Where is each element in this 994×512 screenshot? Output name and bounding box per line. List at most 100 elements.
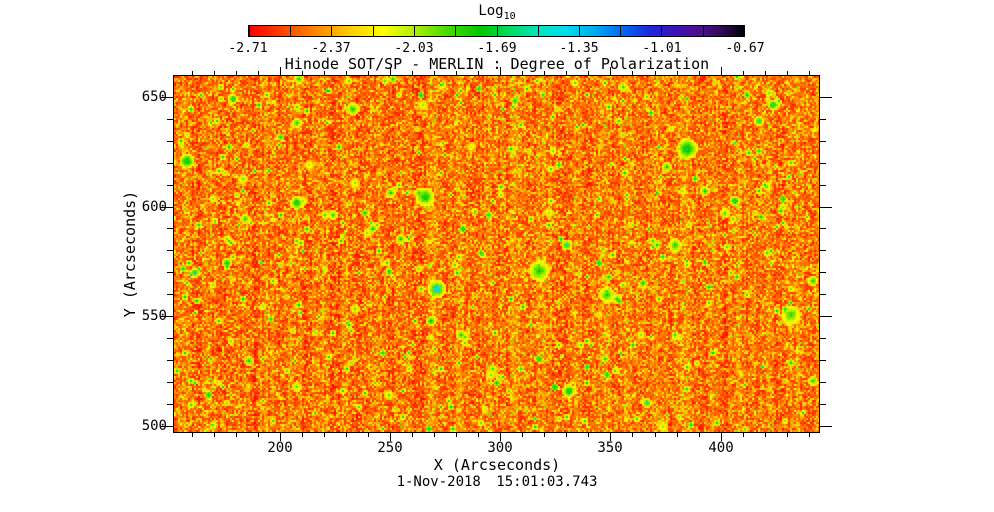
axis-tick (820, 426, 832, 427)
axis-tick (820, 294, 826, 295)
axis-tick (346, 71, 347, 75)
axis-tick (412, 71, 413, 75)
colorbar-tick (661, 26, 662, 36)
axis-tick (302, 433, 303, 437)
colorbar-tick-label: -0.67 (725, 41, 765, 56)
axis-tick (390, 433, 391, 441)
colorbar-tick (373, 26, 374, 36)
colorbar-tick-label: -2.37 (311, 41, 351, 56)
axis-tick (478, 71, 479, 75)
axis-tick (522, 433, 523, 437)
axis-tick (167, 294, 173, 295)
axis-tick (809, 71, 810, 75)
colorbar-tick (538, 26, 539, 36)
axis-tick (456, 433, 457, 437)
x-tick-label: 200 (267, 440, 293, 456)
axis-tick (820, 97, 832, 98)
axis-tick (167, 163, 173, 164)
axis-tick (302, 71, 303, 75)
axis-tick (820, 404, 826, 405)
axis-tick (588, 433, 589, 437)
axis-tick (820, 119, 826, 120)
axis-tick (743, 433, 744, 437)
axis-tick (390, 67, 391, 75)
axis-tick (610, 433, 611, 441)
axis-tick (236, 433, 237, 437)
colorbar-tick (497, 26, 498, 36)
x-tick-label: 300 (487, 440, 513, 456)
axis-tick (478, 433, 479, 437)
axis-tick (820, 163, 826, 164)
axis-tick (699, 433, 700, 437)
x-axis-label: X (Arcseconds) (433, 456, 561, 474)
colorbar-tick (455, 26, 456, 36)
y-tick-label: 650 (141, 89, 167, 105)
axis-tick (820, 250, 826, 251)
axis-tick (280, 433, 281, 441)
heatmap-image (174, 76, 819, 432)
colorbar-tick-label: -1.01 (642, 41, 682, 56)
axis-tick (566, 71, 567, 75)
colorbar-tick (703, 26, 704, 36)
axis-tick (522, 71, 523, 75)
axis-tick (214, 71, 215, 75)
colorbar-tick (620, 26, 621, 36)
axis-tick (324, 433, 325, 437)
axis-tick (820, 207, 832, 208)
y-tick-label: 550 (141, 308, 167, 324)
axis-tick (434, 71, 435, 75)
colorbar-scale-label-subscript: 10 (503, 11, 516, 22)
colorbar-tick (414, 26, 415, 36)
axis-tick (167, 272, 173, 273)
axis-tick (809, 433, 810, 437)
axis-tick (765, 433, 766, 437)
colorbar (248, 25, 745, 37)
colorbar-tick (290, 26, 291, 36)
colorbar-tick-label: -2.03 (394, 41, 434, 56)
axis-tick (699, 71, 700, 75)
axis-tick (167, 360, 173, 361)
colorbar-tick (579, 26, 580, 36)
axis-tick (167, 185, 173, 186)
axis-tick (167, 228, 173, 229)
axis-tick (167, 338, 173, 339)
axis-tick (346, 433, 347, 437)
axis-tick (500, 433, 501, 441)
x-tick-label: 250 (377, 440, 403, 456)
axis-tick (765, 71, 766, 75)
axis-tick (434, 433, 435, 437)
colorbar-gradient (249, 26, 744, 36)
axis-tick (610, 67, 611, 75)
timestamp-label: 1-Nov-2018 15:01:03.743 (396, 474, 598, 490)
axis-tick (456, 71, 457, 75)
axis-tick (192, 433, 193, 437)
colorbar-tick (249, 26, 250, 36)
y-tick-label: 600 (141, 199, 167, 215)
axis-tick (632, 71, 633, 75)
colorbar-tick-label: -1.69 (477, 41, 517, 56)
axis-tick (677, 71, 678, 75)
colorbar-tick (744, 26, 745, 36)
axis-tick (161, 207, 173, 208)
plot-title: Hinode SOT/SP - MERLIN : Degree of Polar… (284, 55, 710, 73)
axis-tick (743, 71, 744, 75)
colorbar-tick-label: -1.35 (559, 41, 599, 56)
axis-tick (820, 228, 826, 229)
axis-tick (324, 71, 325, 75)
axis-tick (721, 67, 722, 75)
axis-tick (820, 382, 826, 383)
axis-tick (412, 433, 413, 437)
plot-frame (173, 75, 820, 433)
axis-tick (632, 433, 633, 437)
axis-tick (167, 141, 173, 142)
colorbar-tick (331, 26, 332, 36)
axis-tick (588, 71, 589, 75)
axis-tick (368, 433, 369, 437)
colorbar-scale-label-main: Log (478, 3, 504, 19)
axis-tick (368, 71, 369, 75)
axis-tick (820, 185, 826, 186)
axis-tick (820, 316, 832, 317)
axis-tick (787, 433, 788, 437)
axis-tick (161, 97, 173, 98)
